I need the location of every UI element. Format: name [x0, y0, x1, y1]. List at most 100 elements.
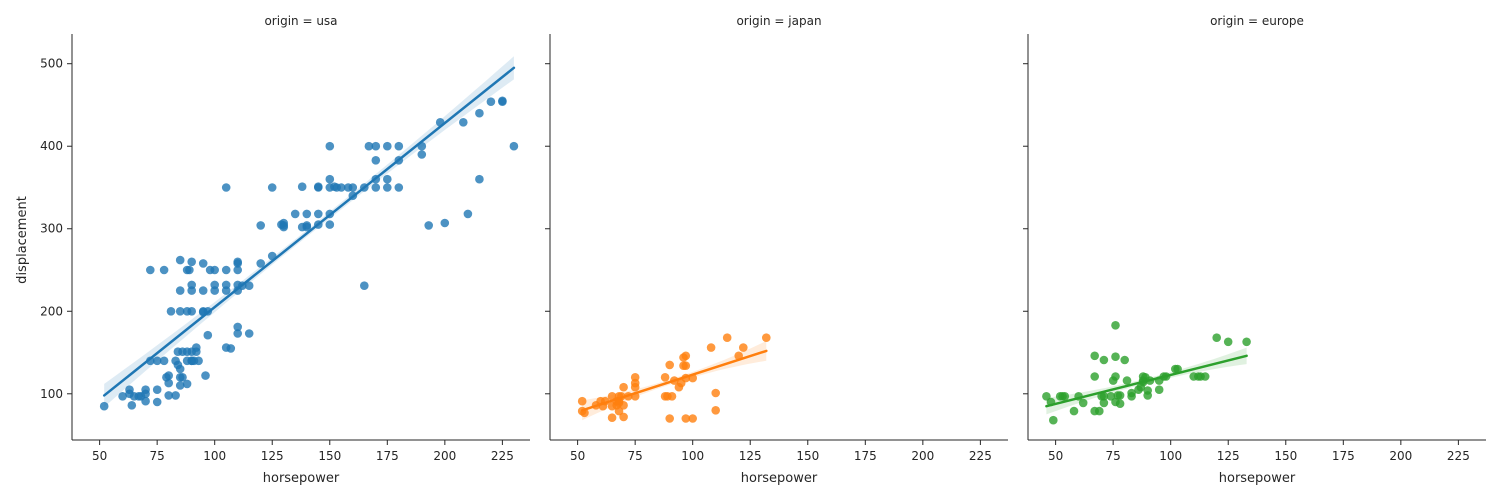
data-point: [1111, 321, 1120, 330]
data-point: [364, 141, 374, 151]
data-point: [383, 141, 392, 151]
data-point: [187, 257, 196, 267]
data-point: [187, 307, 196, 316]
data-point: [1200, 372, 1210, 381]
data-point: [302, 222, 312, 232]
data-point: [194, 356, 203, 366]
data-point: [210, 286, 219, 295]
data-point: [244, 281, 254, 291]
data-point: [459, 118, 468, 127]
regression-line: [580, 349, 768, 412]
x-tick-label: 150: [318, 449, 341, 463]
data-point: [614, 406, 624, 416]
data-point: [1042, 392, 1051, 401]
data-point: [233, 329, 242, 338]
y-tick-label: 100: [40, 387, 63, 401]
x-tick-label: 100: [203, 449, 226, 463]
data-point: [146, 265, 155, 275]
data-point: [244, 329, 254, 338]
y-tick-label: 500: [40, 57, 63, 71]
data-point: [1143, 386, 1152, 395]
data-point: [171, 391, 180, 400]
data-point: [667, 392, 677, 401]
data-point: [175, 364, 185, 374]
x-tick-label: 125: [739, 449, 762, 463]
data-point: [630, 382, 640, 392]
data-point: [665, 360, 674, 370]
facets: origin = usa 50 75 100 125 150 175 200 225 horsep…: [40, 14, 1486, 486]
regression-line: [102, 66, 516, 397]
data-point: [394, 183, 404, 192]
data-point: [178, 373, 187, 382]
data-point: [1099, 398, 1109, 408]
data-point: [1049, 415, 1058, 425]
data-point: [118, 392, 127, 401]
facet-panel: origin = japan 50 75 100 125 150 175 200 225 hors…: [545, 14, 1008, 486]
data-point: [325, 220, 335, 229]
data-point: [1111, 352, 1120, 362]
data-point: [660, 373, 670, 382]
data-point: [440, 218, 450, 228]
data-point: [187, 286, 196, 295]
data-point: [164, 378, 173, 388]
data-point: [290, 209, 300, 219]
data-point: [509, 141, 519, 151]
data-point: [175, 381, 185, 390]
data-point: [337, 183, 346, 192]
data-point: [325, 141, 335, 151]
data-point: [141, 385, 150, 395]
data-point: [198, 286, 208, 295]
x-tick-label: 75: [628, 449, 643, 463]
x-tick-label: 175: [1332, 449, 1355, 463]
data-point: [164, 391, 173, 400]
data-point: [360, 281, 369, 291]
x-tick-label: 200: [433, 449, 456, 463]
x-tick-label: 150: [796, 449, 819, 463]
data-point: [371, 141, 381, 151]
data-point: [722, 333, 732, 343]
x-tick-label: 200: [911, 449, 934, 463]
data-point: [1223, 337, 1233, 347]
data-point: [314, 182, 323, 191]
data-point: [279, 221, 289, 230]
data-point: [1111, 372, 1120, 381]
data-point: [706, 343, 716, 352]
x-tick-label: 175: [854, 449, 877, 463]
data-point: [210, 265, 219, 275]
data-point: [297, 182, 307, 191]
data-point: [1078, 398, 1088, 408]
data-point: [665, 414, 674, 423]
y-tick-label: 200: [40, 304, 63, 318]
data-point: [394, 141, 404, 151]
y-axis-label: displacement: [15, 196, 30, 284]
x-tick-label: 225: [491, 449, 514, 463]
data-point: [159, 265, 169, 275]
data-point: [475, 174, 484, 184]
x-tick-label: 125: [1217, 449, 1240, 463]
data-point: [1173, 364, 1182, 374]
data-point: [371, 183, 381, 192]
data-point: [175, 307, 185, 316]
data-point: [383, 174, 392, 184]
data-point: [1106, 392, 1116, 401]
x-axis-label: horsepower: [263, 471, 340, 486]
data-point: [486, 97, 496, 106]
x-tick-label: 50: [92, 449, 107, 463]
data-point: [1069, 406, 1079, 416]
data-point: [152, 397, 162, 407]
x-tick-label: 225: [1447, 449, 1470, 463]
regression-line: [1045, 354, 1248, 408]
data-point: [383, 183, 392, 192]
data-point: [417, 150, 427, 159]
facet-panel: origin = europe 50 75 100 125 150 175 200 225 hor…: [1023, 14, 1486, 486]
data-point: [185, 265, 194, 275]
data-point: [201, 371, 210, 380]
data-point: [256, 259, 266, 268]
data-point: [141, 396, 150, 406]
data-point: [498, 97, 507, 106]
data-point: [475, 108, 484, 118]
data-point: [681, 351, 691, 361]
data-point: [762, 333, 771, 343]
data-point: [1154, 385, 1164, 395]
